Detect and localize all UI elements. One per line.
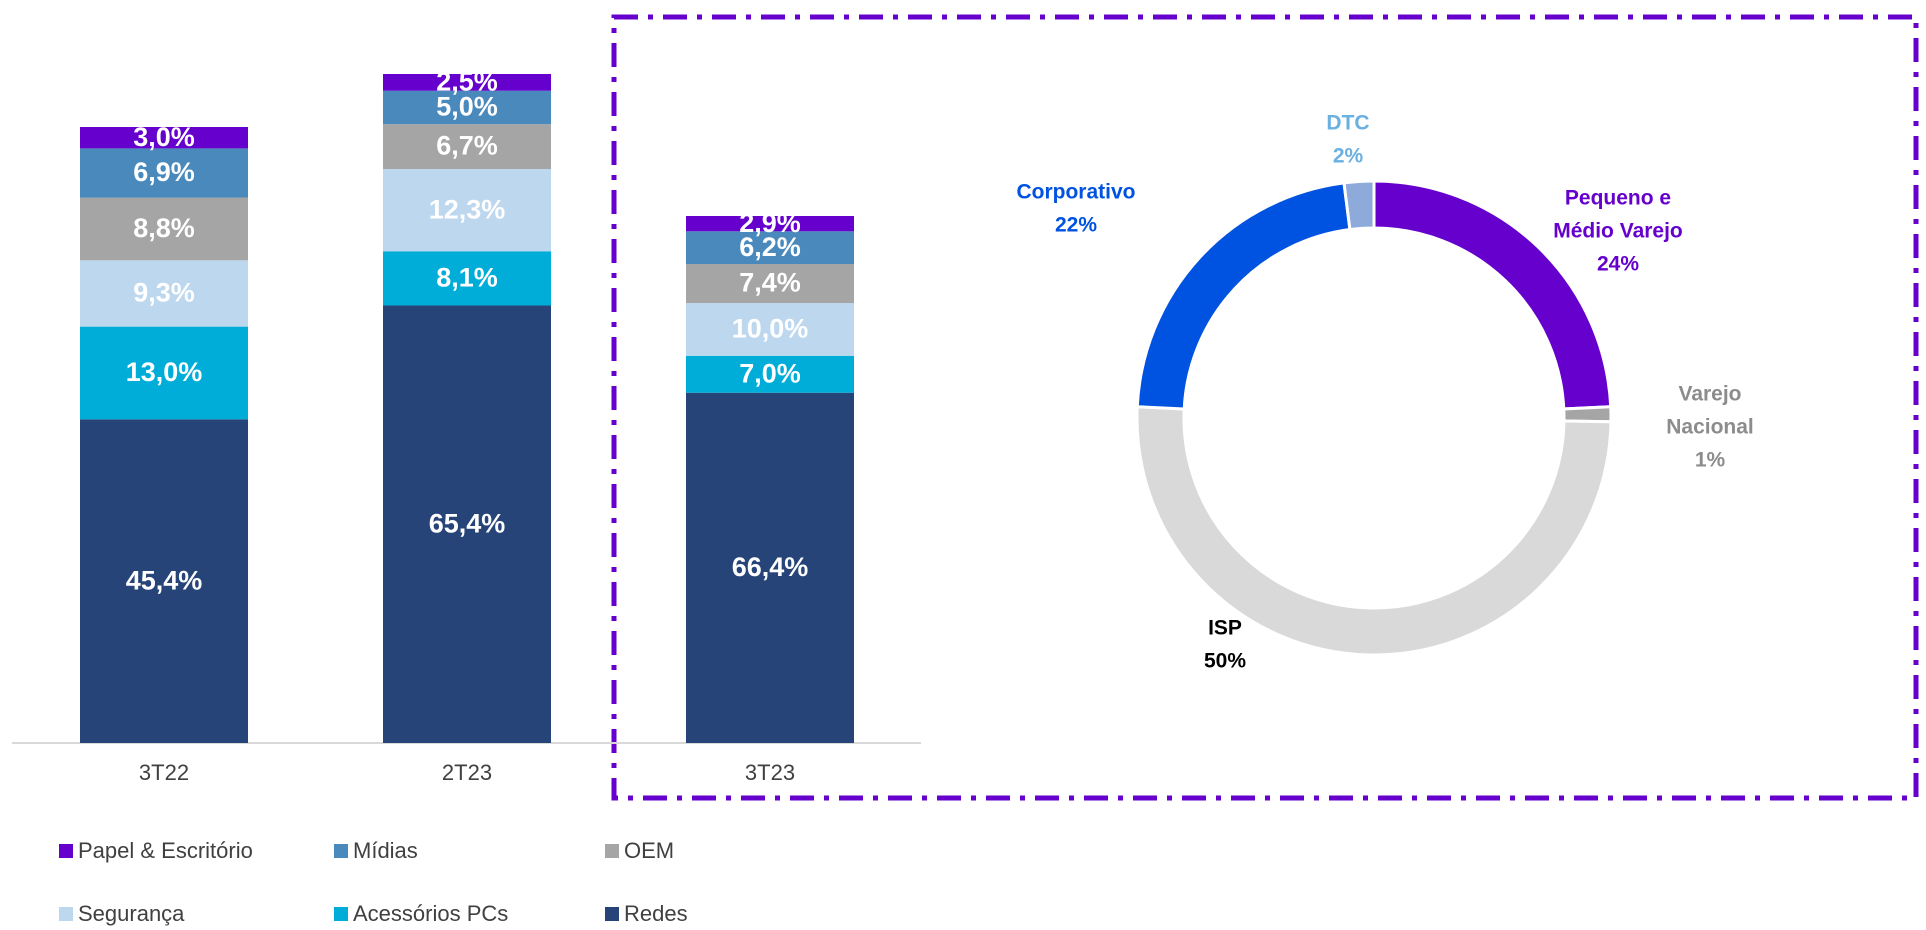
slice-value: 50% [1204, 650, 1246, 673]
slice-label: DTC [1326, 112, 1369, 135]
slice-value: 1% [1695, 449, 1726, 472]
slice-label: ISP [1208, 617, 1242, 640]
legend-label: Redes [624, 901, 688, 926]
donut-slice [1135, 181, 1352, 411]
data-label: 9,3% [133, 278, 195, 308]
bar-segment [686, 303, 854, 356]
data-label: 6,7% [436, 131, 498, 161]
data-label: 2,9% [739, 208, 801, 238]
data-label: 3,0% [133, 122, 195, 152]
data-label: 6,9% [133, 157, 195, 187]
legend-label: Acessórios PCs [353, 901, 508, 926]
legend-swatch [334, 907, 348, 921]
data-label: 45,4% [126, 565, 203, 595]
legend-swatch [334, 844, 348, 858]
legend-label: Segurança [78, 901, 185, 926]
bar-segment [80, 127, 248, 149]
data-label: 7,4% [739, 268, 801, 298]
bar-segment [686, 264, 854, 304]
data-label: 7,0% [739, 358, 801, 388]
data-label: 8,8% [133, 213, 195, 243]
legend-label: OEM [624, 838, 674, 863]
legend-label: Mídias [353, 838, 418, 863]
slice-value: 24% [1597, 253, 1639, 276]
bar-segment [383, 124, 551, 169]
slice-value: 2% [1333, 145, 1364, 168]
bar-segment [80, 326, 248, 420]
slice-label: Médio Varejo [1553, 220, 1683, 243]
data-label: 65,4% [429, 508, 506, 538]
data-label: 10,0% [732, 314, 809, 344]
bar-segment [383, 251, 551, 306]
donut-slice [1372, 179, 1613, 411]
bar-segment [383, 90, 551, 125]
bar-segment [80, 148, 248, 198]
x-tick-label: 2T23 [442, 760, 492, 785]
bar-segment [383, 168, 551, 252]
x-tick-label: 3T22 [139, 760, 189, 785]
bar-segment [686, 355, 854, 393]
data-label: 13,0% [126, 357, 203, 387]
bar-segment [80, 419, 248, 743]
data-label: 66,4% [732, 552, 809, 582]
bar-segment [80, 197, 248, 261]
donut-slice [1342, 179, 1376, 232]
bar-segment [80, 260, 248, 327]
donut-slice [1135, 405, 1613, 657]
legend-swatch [605, 907, 619, 921]
donut-slice [1562, 405, 1613, 424]
legend-label: Papel & Escritório [78, 838, 253, 863]
x-tick-label: 3T23 [745, 760, 795, 785]
slice-value: 22% [1055, 214, 1097, 237]
data-label: 5,0% [436, 92, 498, 122]
bar-segment [383, 305, 551, 743]
data-label: 2,5% [436, 66, 498, 96]
legend-swatch [605, 844, 619, 858]
data-label: 6,2% [739, 232, 801, 262]
legend-swatch [59, 844, 73, 858]
slice-label: Varejo [1678, 383, 1741, 406]
slice-label: Nacional [1666, 416, 1754, 439]
bar-segment [383, 74, 551, 91]
legend-swatch [59, 907, 73, 921]
bar-segment [686, 231, 854, 265]
slice-label: Pequeno e [1565, 187, 1671, 210]
highlight-frame [611, 14, 1919, 801]
bar-segment [686, 216, 854, 232]
data-label: 8,1% [436, 263, 498, 293]
bar-segment [686, 392, 854, 743]
data-label: 12,3% [429, 194, 506, 224]
slice-label: Corporativo [1016, 181, 1135, 204]
